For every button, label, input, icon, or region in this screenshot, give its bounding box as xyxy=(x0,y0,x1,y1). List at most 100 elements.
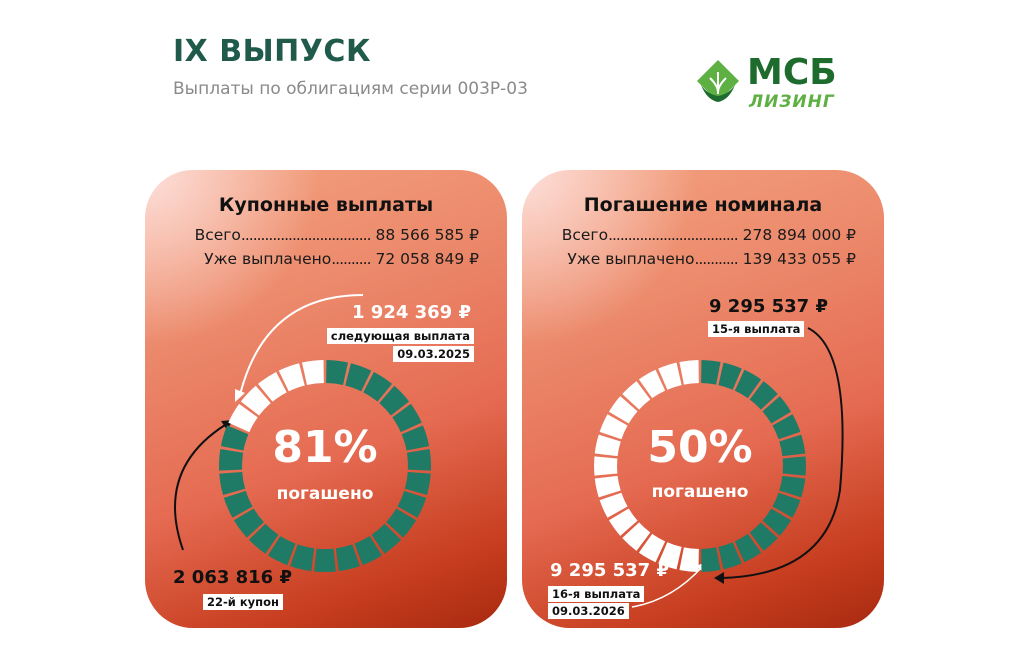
unpaid-segment xyxy=(594,475,621,498)
unpaid-segment xyxy=(599,414,628,440)
arrowhead xyxy=(235,389,245,402)
progress-ring xyxy=(174,294,431,572)
last-coupon-arrow xyxy=(174,424,226,551)
paid-segment xyxy=(772,414,801,440)
nominal-repayment-card: Погашение номинала Всего................… xyxy=(522,170,884,628)
unpaid-segment xyxy=(608,508,638,536)
paid-segment xyxy=(779,475,806,498)
paid-segment xyxy=(782,456,806,476)
leaf-icon xyxy=(697,60,739,102)
dots: ................................. xyxy=(608,226,739,244)
paid-segment xyxy=(779,434,806,457)
unpaid-segment xyxy=(658,362,682,390)
unpaid-segment xyxy=(679,360,699,385)
unpaid-segment xyxy=(622,381,651,410)
logo-text-msb: МСБ xyxy=(747,52,837,93)
last-label: 22-й купон xyxy=(203,594,283,610)
unpaid-segment xyxy=(594,434,621,457)
unpaid-segment xyxy=(301,360,324,385)
paid-segment xyxy=(223,490,253,518)
dots: ........... xyxy=(694,250,738,268)
last-amount: 9 295 537 ₽ xyxy=(709,296,828,317)
paid-segment xyxy=(718,362,742,390)
paid-segment xyxy=(749,522,778,551)
paid-segment xyxy=(267,535,296,566)
next-amount: 1 924 369 ₽ xyxy=(352,302,471,323)
paid-row: Уже выплачено.......... 72 058 849 ₽ xyxy=(204,250,479,268)
next-payment-arrow xyxy=(239,294,364,396)
dots: .......... xyxy=(331,250,371,268)
next-label: следующая выплата xyxy=(326,328,474,344)
unpaid-segment xyxy=(638,533,666,563)
paid-label: Уже выплачено xyxy=(204,250,332,268)
card-title: Погашение номинала xyxy=(583,194,823,216)
unpaid-segment xyxy=(278,363,305,392)
next-label: 16-я выплата xyxy=(548,586,645,602)
unpaid-segment xyxy=(258,371,287,402)
last-payment-arrow xyxy=(721,327,844,579)
unpaid-segment xyxy=(658,542,682,570)
paid-segment xyxy=(404,471,431,495)
msb-leasing-logo: МСБ ЛИЗИНГ xyxy=(693,52,863,112)
paid-segment xyxy=(220,425,249,451)
paid-segment xyxy=(371,523,402,554)
paid-segment xyxy=(290,544,315,572)
paid-segment xyxy=(734,369,762,399)
next-date: 09.03.2026 xyxy=(548,603,629,619)
paid-segment xyxy=(354,535,383,566)
paid-segment xyxy=(326,360,349,385)
paid-segment xyxy=(335,544,360,572)
dots: ................................. xyxy=(240,226,372,244)
paid-segment xyxy=(772,492,801,518)
total-value: 88 566 585 ₽ xyxy=(375,226,479,244)
paid-segment xyxy=(248,523,279,554)
next-amount: 9 295 537 ₽ xyxy=(550,560,669,581)
paid-segment xyxy=(401,425,430,451)
unpaid-segment xyxy=(594,456,618,476)
card-title: Купонные выплаты xyxy=(218,194,434,216)
paid-segment xyxy=(749,381,778,410)
paid-segment xyxy=(701,547,721,572)
total-row: Всего................................. 8… xyxy=(195,226,479,244)
paid-segment xyxy=(363,371,392,402)
logo-text-leasing: ЛИЗИНГ xyxy=(749,92,835,112)
unpaid-segment xyxy=(638,369,666,399)
paid-segment xyxy=(219,449,244,471)
paid-segment xyxy=(314,548,336,572)
next-payment-arrow xyxy=(631,566,703,608)
coupon-payments-card: Купонные выплаты Всего..................… xyxy=(145,170,507,628)
paid-segment xyxy=(386,508,417,538)
total-label: Всего xyxy=(194,226,241,244)
paid-segment xyxy=(762,396,792,424)
percent-value: 81% xyxy=(272,422,378,473)
unpaid-segment xyxy=(599,492,628,518)
paid-segment xyxy=(718,542,742,570)
total-row: Всего................................. 2… xyxy=(562,226,856,244)
paid-label: Уже выплачено xyxy=(567,250,695,268)
percent-label: погашено xyxy=(651,482,749,502)
progress-ring xyxy=(594,327,844,608)
unpaid-segment xyxy=(240,385,271,416)
paid-segment xyxy=(762,508,792,536)
paid-row: Уже выплачено........... 139 433 055 ₽ xyxy=(567,250,856,268)
percent-value: 50% xyxy=(647,422,753,473)
unpaid-segment xyxy=(679,547,699,572)
unpaid-segment xyxy=(622,522,651,551)
unpaid-segment xyxy=(608,396,638,424)
paid-segment xyxy=(734,533,762,563)
page-title: IX ВЫПУСК xyxy=(173,34,371,69)
paid-segment xyxy=(397,490,427,518)
paid-value: 139 433 055 ₽ xyxy=(742,250,856,268)
percent-label: погашено xyxy=(276,484,374,504)
last-label: 15-я выплата xyxy=(708,321,805,337)
paid-segment xyxy=(379,385,410,416)
paid-segment xyxy=(219,471,246,495)
paid-segment xyxy=(392,403,422,433)
page-subtitle: Выплаты по облигациям серии 003Р-03 xyxy=(173,79,528,99)
paid-segment xyxy=(345,363,372,392)
paid-segment xyxy=(233,508,264,538)
next-date: 09.03.2025 xyxy=(393,346,474,362)
total-label: Всего xyxy=(561,226,609,244)
paid-segment xyxy=(406,449,431,471)
paid-segment xyxy=(701,360,721,385)
